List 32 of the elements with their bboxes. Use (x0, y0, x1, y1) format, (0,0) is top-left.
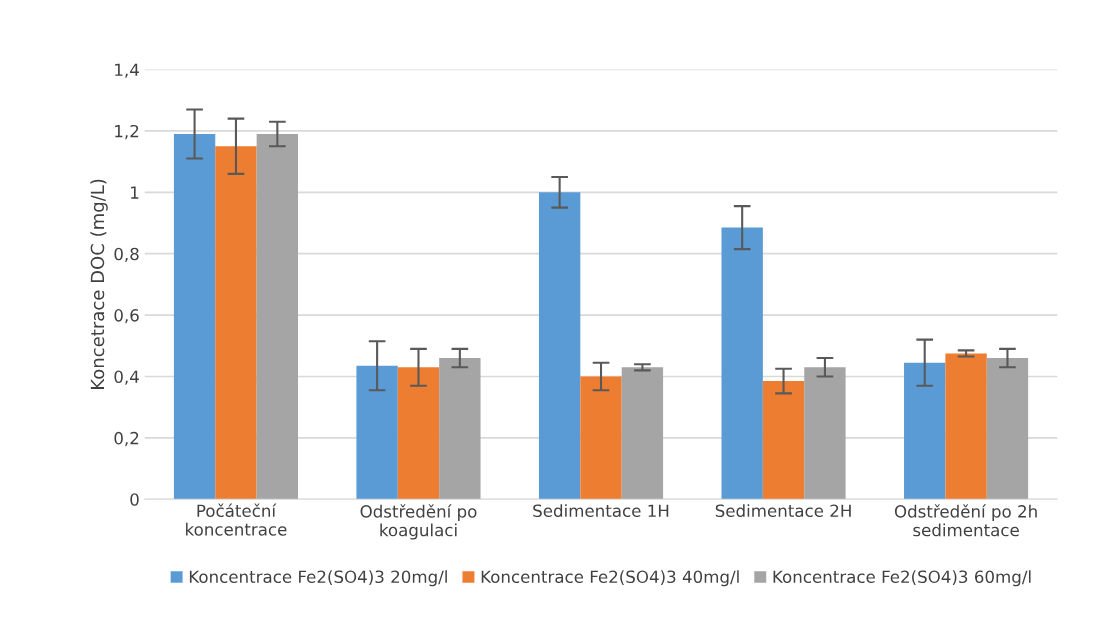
x-tick-label: Odstředění po 2h sedimentace (894, 504, 1037, 537)
bar (173, 133, 216, 500)
bar (986, 358, 1029, 500)
bar (397, 367, 440, 500)
y-axis-title: Koncetrace DOC (mg/L) (90, 179, 108, 389)
x-tick-label: Počáteční koncentrace (186, 503, 287, 536)
bar (904, 362, 946, 500)
y-tick-label: 1 (131, 186, 139, 199)
x-tick-label: Odstředění po koagulaci (360, 504, 477, 540)
bar (804, 367, 846, 500)
bar (356, 365, 398, 500)
y-tick-label: 0,2 (114, 431, 139, 447)
bar (945, 353, 987, 500)
y-tick-label: 0,8 (114, 247, 139, 262)
x-tick-label: Sedimentace 1H (533, 504, 669, 518)
bar (256, 133, 299, 500)
bar (580, 376, 622, 500)
bar (538, 192, 581, 500)
bar (439, 358, 481, 500)
legend-label: Koncentrace Fe2(SO4)3 20mg/l (189, 570, 447, 587)
y-tick-label: 0 (130, 493, 139, 506)
y-tick-label: 1,4 (115, 63, 139, 78)
legend-label: Koncentrace Fe2(SO4)3 60mg/l (773, 570, 1031, 587)
bar (621, 367, 664, 500)
y-tick-label: 1,2 (115, 124, 139, 140)
x-tick-label: Sedimentace 2H (715, 504, 851, 518)
y-tick-label: 0,6 (114, 309, 139, 324)
bar (215, 146, 257, 500)
y-tick-label: 0,4 (114, 370, 139, 385)
bar (721, 227, 763, 500)
legend-label: Koncentrace Fe2(SO4)3 40mg/l (481, 570, 739, 587)
bar (762, 381, 805, 500)
